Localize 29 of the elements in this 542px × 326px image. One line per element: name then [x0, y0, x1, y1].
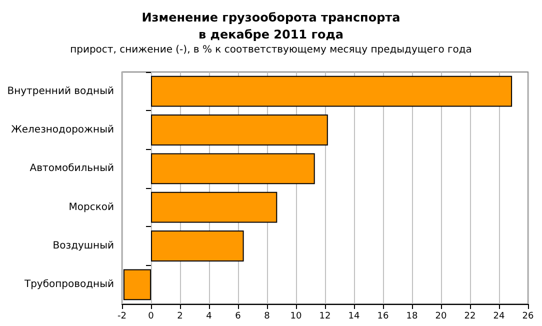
y-tick-label: Морской — [68, 202, 114, 213]
y-tick-label: Воздушный — [52, 240, 114, 252]
x-tick-label: 2 — [177, 312, 183, 322]
x-tick-label: 18 — [406, 312, 418, 322]
bar — [151, 153, 315, 184]
y-tick-label: Трубопроводный — [23, 279, 114, 290]
chart-title: Изменение грузооборота транспорта в декабре 2011 года — [142, 10, 400, 42]
bar — [151, 230, 244, 262]
bar — [123, 269, 151, 300]
bar — [151, 114, 328, 146]
x-tick-label: -2 — [118, 312, 126, 322]
x-tick-label: 0 — [148, 312, 154, 322]
x-tick-label: 8 — [264, 312, 270, 322]
y-tick-label: Железнодорожный — [11, 124, 114, 136]
bar — [151, 76, 512, 107]
x-tick-label: 10 — [290, 312, 302, 322]
x-tick-label: 14 — [348, 312, 360, 322]
x-tick-label: 6 — [235, 312, 242, 322]
x-tick-label: 16 — [377, 312, 389, 322]
x-tick-label: 24 — [493, 312, 505, 322]
x-tick-label: 22 — [464, 312, 476, 322]
y-tick-label: Автомобильный — [30, 163, 114, 174]
bar — [151, 192, 278, 223]
chart-subtitle: прирост, снижение (-), в % к соответствующему месяцу предыдущего года — [70, 44, 472, 56]
x-tick-label: 4 — [206, 312, 212, 322]
x-tick-label: 12 — [319, 312, 331, 322]
x-tick-label: 26 — [522, 312, 534, 322]
y-tick-label: Внутренний водный — [7, 86, 114, 97]
x-tick-label: 20 — [435, 312, 447, 322]
